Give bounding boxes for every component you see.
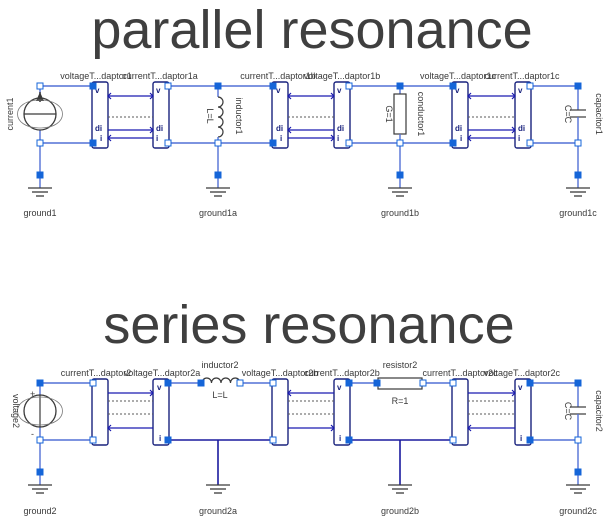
connector-pins <box>36 82 582 179</box>
conductor1[interactable] <box>393 86 407 143</box>
voltage2-plus: + <box>30 389 35 399</box>
svg-text:i: i <box>460 134 462 143</box>
label-adaptor1c-current: currentT...daptor1c <box>484 71 560 81</box>
svg-text:i: i <box>339 434 341 443</box>
parallel-title: parallel resonance <box>91 0 532 60</box>
svg-text:di: di <box>276 124 283 133</box>
svg-text:v: v <box>156 86 161 95</box>
svg-text:i: i <box>520 434 522 443</box>
inductor2[interactable] <box>201 377 241 384</box>
series-circuit: + - voltage2 ground2 ground2a ground2b <box>11 360 604 516</box>
svg-text:v: v <box>518 86 523 95</box>
inductor2-name: inductor2 <box>201 360 238 370</box>
ground-symbol <box>566 143 590 197</box>
label-ground2c: ground2c <box>559 506 597 516</box>
svg-text:i: i <box>156 134 158 143</box>
label-ground2b: ground2b <box>381 506 419 516</box>
label-ground1a: ground1a <box>199 208 237 218</box>
label-voltage2: voltage2 <box>11 394 21 428</box>
label-adaptor1b-current: currentT...daptor1b <box>240 71 316 81</box>
series-title: series resonance <box>103 295 514 355</box>
ground-symbol <box>28 143 52 197</box>
adaptor-pair-5[interactable] <box>271 378 351 446</box>
svg-text:i: i <box>100 134 102 143</box>
svg-text:i: i <box>518 134 520 143</box>
capacitor2[interactable] <box>570 383 586 440</box>
ground-symbol <box>566 440 590 494</box>
svg-text:v: v <box>337 86 342 95</box>
inductor2-param: L=L <box>212 390 227 400</box>
svg-text:v: v <box>276 86 281 95</box>
capacitor2-param: C=C <box>563 402 573 421</box>
voltage-source-voltage2[interactable] <box>17 383 63 440</box>
svg-text:i: i <box>159 434 161 443</box>
ground-symbol <box>206 143 230 197</box>
connector-pins <box>36 379 582 476</box>
adaptor-pair-6[interactable] <box>451 378 532 446</box>
conductor1-param: G=1 <box>384 105 394 122</box>
label-adaptor2c-current: currentT...daptor2c <box>422 368 498 378</box>
svg-text:di: di <box>518 124 525 133</box>
label-adaptor1b-voltage: voltageT...daptor1b <box>304 71 381 81</box>
label-adaptor1a: currentT...daptor1a <box>122 71 198 81</box>
capacitor1-name: capacitor1 <box>594 93 604 135</box>
svg-text:v: v <box>157 383 162 392</box>
resistor2[interactable] <box>377 377 423 390</box>
label-adaptor2c-voltage: voltageT...daptor2c <box>484 368 561 378</box>
inductor1-param: L=L <box>205 108 215 123</box>
svg-text:v: v <box>518 383 523 392</box>
label-ground2: ground2 <box>23 506 56 516</box>
label-adaptor2b-voltage: voltageT...daptor2b <box>242 368 319 378</box>
label-adaptor2-current: currentT...daptor2 <box>61 368 132 378</box>
conductor1-name: conductor1 <box>416 92 426 137</box>
label-ground1: ground1 <box>23 208 56 218</box>
ground-symbol <box>388 143 412 197</box>
resistor2-param: R=1 <box>392 396 409 406</box>
svg-text:di: di <box>455 124 462 133</box>
label-adaptor1c-voltage: voltageT...daptor1c <box>420 71 497 81</box>
svg-text:i: i <box>280 134 282 143</box>
inductor1-name: inductor1 <box>234 97 244 134</box>
svg-text:v: v <box>95 86 100 95</box>
capacitor1-param: C=C <box>563 105 573 124</box>
resistor2-name: resistor2 <box>383 360 418 370</box>
label-adaptor1: voltageT...daptor1 <box>60 71 132 81</box>
adaptor-pair-1[interactable] <box>91 81 170 149</box>
adaptor-pair-4[interactable] <box>91 378 170 446</box>
svg-text:v: v <box>455 86 460 95</box>
label-ground1b: ground1b <box>381 208 419 218</box>
svg-text:v: v <box>337 383 342 392</box>
adaptor-pair-2[interactable] <box>271 81 351 149</box>
label-ground2a: ground2a <box>199 506 237 516</box>
svg-text:di: di <box>156 124 163 133</box>
inductor1[interactable] <box>217 86 224 143</box>
label-ground1c: ground1c <box>559 208 597 218</box>
ground-symbol <box>206 440 230 494</box>
label-adaptor2b-current: currentT...daptor2b <box>304 368 380 378</box>
label-adaptor2a-voltage: voltageT...daptor2a <box>124 368 201 378</box>
parallel-circuit: current1 ground1 ground1a ground1b <box>5 71 604 218</box>
svg-text:di: di <box>337 124 344 133</box>
adaptor-pair-3[interactable] <box>451 81 532 149</box>
label-current1: current1 <box>5 97 15 130</box>
adaptor-pin-letters: v di i v di i v di i v di i v di i v di … <box>95 86 525 143</box>
ground-symbol <box>388 440 412 494</box>
svg-text:di: di <box>95 124 102 133</box>
adaptor-pin-letters: v i v i v i <box>157 383 523 443</box>
current-source-current1[interactable] <box>17 86 63 143</box>
capacitor1[interactable] <box>570 86 586 143</box>
ground-symbol <box>28 440 52 494</box>
voltage2-minus: - <box>31 429 34 439</box>
capacitor2-name: capacitor2 <box>594 390 604 432</box>
svg-text:i: i <box>337 134 339 143</box>
